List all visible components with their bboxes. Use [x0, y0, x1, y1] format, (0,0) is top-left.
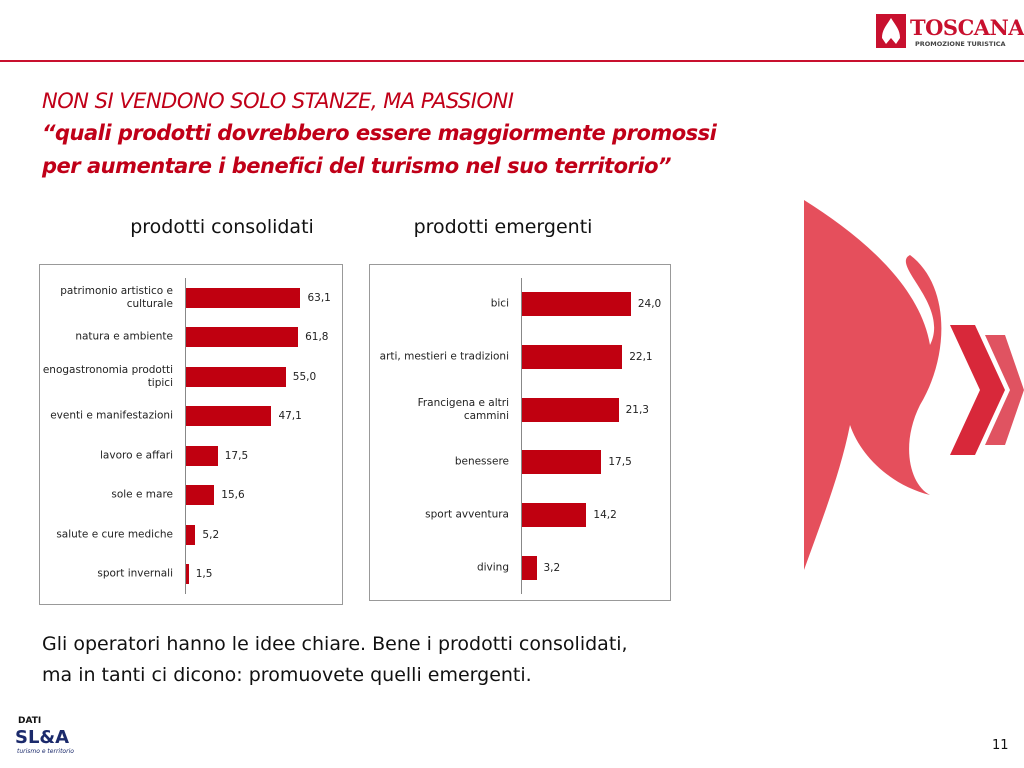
header-rule	[0, 60, 1024, 62]
category-label: eventi e manifestazioni	[50, 409, 173, 422]
value-label: 63,1	[307, 291, 331, 304]
category-label: diving	[476, 561, 509, 574]
category-label: Francigena e altri cammini	[417, 396, 509, 422]
slide-subtitle: “quali prodotti dovrebbero essere maggio…	[42, 121, 717, 145]
page-number: 11	[992, 738, 1009, 753]
value-label: 15,6	[221, 489, 245, 502]
bar	[186, 485, 215, 506]
bar	[186, 287, 301, 308]
category-label: sport invernali	[97, 567, 173, 580]
category-label: bici	[490, 297, 509, 310]
value-label: 47,1	[278, 410, 302, 423]
category-label: arti, mestieri e tradizioni	[379, 350, 509, 363]
value-label: 55,0	[292, 370, 317, 383]
source-label: DATI	[18, 716, 42, 726]
value-label: 17,5	[224, 449, 249, 462]
chart-title: prodotti emergenti	[413, 216, 593, 238]
bar	[522, 344, 623, 370]
logo-icon	[876, 14, 906, 48]
conclusion-text: ma in tanti ci dicono: promuovete quelli…	[42, 664, 532, 686]
category-label: patrimonio artistico e culturale	[60, 284, 173, 310]
bar	[522, 397, 619, 422]
value-label: 21,3	[625, 403, 649, 416]
category-label: lavoro e affari	[100, 449, 173, 462]
bar	[186, 406, 272, 427]
source-tagline: turismo e territorio	[17, 748, 74, 755]
bar	[186, 445, 218, 466]
value-label: 3,2	[543, 561, 561, 574]
bar	[522, 502, 587, 528]
slide-title: NON SI VENDONO SOLO STANZE, MA PASSIONI	[42, 89, 514, 113]
bar	[522, 555, 537, 580]
category-label: sport avventura	[425, 508, 509, 521]
bar	[522, 450, 602, 475]
conclusion-text: Gli operatori hanno le idee chiare. Bene…	[42, 633, 628, 655]
source-name: SL&A	[15, 727, 70, 748]
value-label: 1,5	[195, 568, 213, 581]
bar	[186, 564, 189, 585]
logo-tagline: PROMOZIONE TURISTICA	[915, 40, 1006, 48]
value-label: 22,1	[629, 351, 653, 363]
axis-line	[521, 278, 522, 594]
chart-frame	[369, 264, 671, 601]
bar	[186, 366, 286, 387]
category-label: salute e cure mediche	[56, 528, 173, 541]
slide-subtitle: per aumentare i benefici del turismo nel…	[42, 154, 672, 178]
logo-name: TOSCANA	[910, 15, 1024, 40]
value-label: 17,5	[608, 456, 632, 469]
value-label: 14,2	[593, 509, 617, 521]
bar	[186, 524, 196, 545]
category-label: enogastronomia prodotti tipici	[42, 363, 173, 389]
value-label: 5,2	[202, 528, 220, 541]
bar	[186, 327, 299, 348]
bar	[522, 292, 631, 317]
axis-line	[185, 278, 186, 594]
decoration	[804, 200, 1024, 570]
category-label: natura e ambiente	[75, 330, 173, 343]
chart-frame	[39, 264, 343, 605]
category-label: benessere	[454, 455, 509, 468]
value-label: 61,8	[305, 331, 329, 344]
category-label: sole e mare	[111, 488, 173, 501]
value-label: 24,0	[637, 298, 662, 311]
chart-title: prodotti consolidati	[130, 216, 314, 238]
